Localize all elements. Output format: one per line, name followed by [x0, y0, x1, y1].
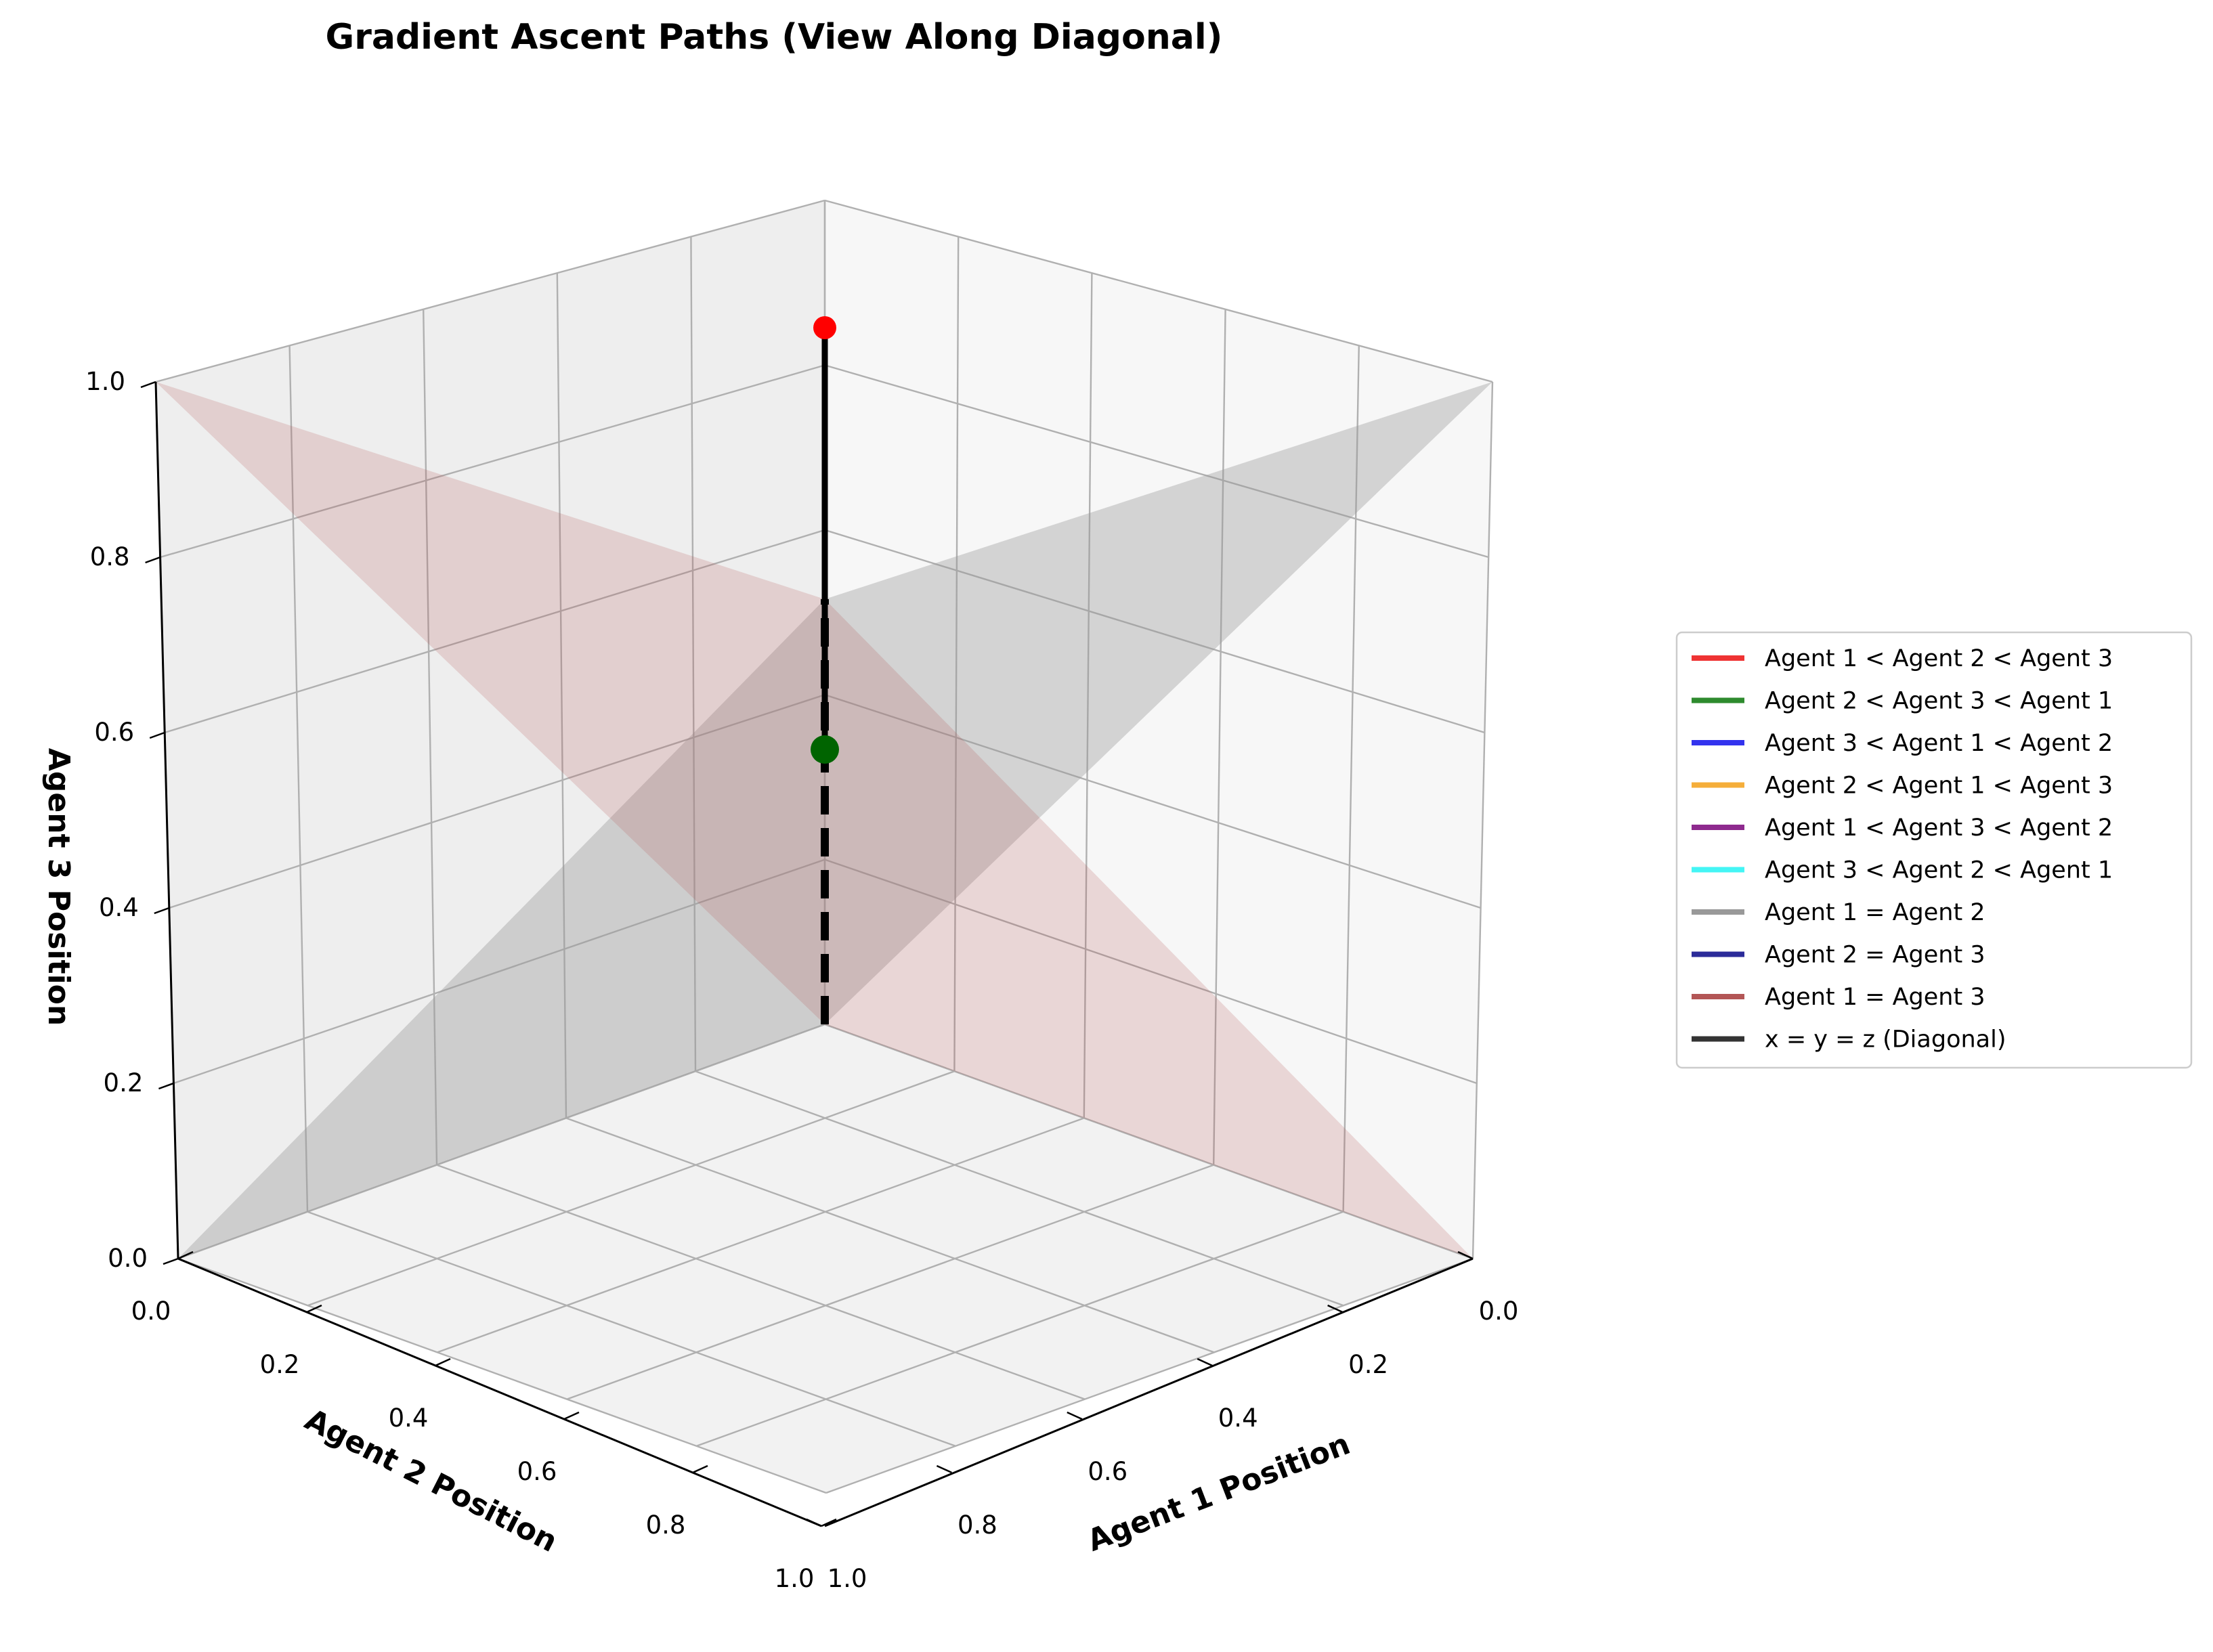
x-tick — [1197, 1357, 1213, 1367]
y-tick — [306, 1304, 322, 1313]
x-tick-label: 0.2 — [1348, 1350, 1388, 1379]
gridline — [824, 1023, 1474, 1260]
z-tick-label: 0.2 — [104, 1068, 144, 1097]
y-tick-label: 0.2 — [260, 1350, 300, 1379]
y-tick — [563, 1411, 580, 1420]
x-tick — [1067, 1411, 1083, 1420]
y-tick-label: 0.4 — [389, 1404, 429, 1433]
gridline — [160, 364, 825, 559]
surface-agent1-eq-agent2 — [178, 382, 1492, 1259]
z-tick — [158, 1082, 174, 1090]
y-tick — [692, 1464, 708, 1474]
gridline — [1083, 273, 1093, 1118]
z-tick — [163, 1257, 179, 1265]
legend-label: Agent 2 < Agent 3 < Agent 1 — [1765, 688, 2113, 715]
x-tick-label: 0.8 — [958, 1510, 997, 1540]
z-tick — [145, 556, 161, 564]
gridline — [696, 1211, 1344, 1447]
legend-label: Agent 2 < Agent 1 < Agent 3 — [1765, 773, 2113, 800]
gridline — [173, 858, 825, 1085]
x-tick — [1327, 1304, 1344, 1313]
y-tick — [177, 1251, 194, 1260]
legend: Agent 1 < Agent 2 < Agent 3 Agent 2 < Age… — [1675, 631, 2193, 1069]
gridline — [288, 345, 309, 1212]
z-tick — [140, 381, 156, 389]
surface-agent1-eq-agent3 — [156, 382, 1473, 1259]
gridline — [824, 694, 1481, 909]
y-tick — [821, 1518, 837, 1527]
x-tick-label: 1.0 — [828, 1564, 867, 1593]
surfaces — [156, 382, 1492, 1259]
pane-xz — [825, 200, 1492, 1259]
z-tick — [154, 907, 170, 915]
y-axis-line — [177, 1257, 822, 1527]
z-axis-line — [154, 381, 179, 1259]
gridline — [1213, 309, 1226, 1165]
pane-yz — [156, 200, 825, 1259]
z-tick-label: 0.0 — [108, 1244, 148, 1273]
legend-label: Agent 2 = Agent 3 — [1765, 942, 1985, 969]
y-tick-label: 0.0 — [131, 1297, 171, 1326]
gridline — [177, 1257, 827, 1494]
x-axis-label: Agent 1 Position — [1083, 1427, 1354, 1559]
gridline — [1471, 381, 1494, 1259]
gridline — [825, 1257, 1474, 1494]
gridline — [566, 1164, 1214, 1400]
z-tick-label: 0.6 — [94, 718, 134, 747]
chart-title: Gradient Ascent Paths (View Along Diagon… — [326, 17, 1223, 58]
x-axis-line — [824, 1257, 1474, 1527]
gridline — [177, 1023, 825, 1260]
gridline — [307, 1070, 955, 1307]
z-tick — [149, 731, 165, 739]
y-tick-label: 0.8 — [646, 1510, 686, 1540]
x-tick — [936, 1464, 952, 1474]
gridline — [824, 858, 1478, 1085]
gridline — [164, 529, 825, 734]
x-tick-label: 0.0 — [1479, 1297, 1519, 1326]
z-axis-label: Agent 3 Position — [41, 748, 76, 1026]
legend-label: Agent 1 = Agent 2 — [1765, 899, 1985, 926]
gridline — [556, 273, 567, 1118]
legend-label: Agent 3 < Agent 1 < Agent 2 — [1765, 730, 2113, 757]
x-tick — [806, 1518, 822, 1527]
legend-label: Agent 3 < Agent 2 < Agent 1 — [1765, 857, 2113, 884]
start-marker — [811, 735, 839, 764]
y-tick-label: 0.6 — [517, 1457, 557, 1486]
legend-label: Agent 1 < Agent 2 < Agent 3 — [1765, 645, 2113, 672]
legend-label: Agent 1 = Agent 3 — [1765, 984, 1985, 1011]
gridline — [436, 1164, 1086, 1400]
y-tick — [435, 1357, 451, 1367]
axis-lines — [154, 381, 1474, 1527]
gridline — [565, 1117, 1215, 1353]
z-tick-label: 0.8 — [90, 542, 130, 571]
gridline — [423, 309, 438, 1165]
x-tick-label: 0.4 — [1218, 1404, 1258, 1433]
gridline — [307, 1211, 956, 1447]
y-tick-label: 1.0 — [775, 1564, 815, 1593]
gridline — [690, 236, 697, 1072]
gridline — [1342, 345, 1360, 1212]
data-markers — [811, 316, 839, 764]
gridline — [824, 199, 1493, 383]
x-tick — [1457, 1251, 1474, 1260]
ticks: 0.0 0.0 0.0 0.2 0.2 0.2 0.4 0.4 0.4 0.6 0.6 0.6 0.8 0… — [85, 367, 1518, 1593]
legend-label: x = y = z (Diagonal) — [1765, 1026, 2006, 1053]
gridline — [155, 199, 825, 383]
gridline — [824, 364, 1489, 559]
z-tick-label: 1.0 — [85, 367, 125, 396]
gridline — [169, 694, 825, 909]
x-tick-label: 0.6 — [1088, 1457, 1127, 1486]
z-tick-label: 0.4 — [99, 893, 139, 922]
gridline — [437, 1117, 1085, 1353]
gridline — [695, 1070, 1344, 1307]
gridline — [824, 529, 1485, 734]
legend-label: Agent 1 < Agent 3 < Agent 2 — [1765, 814, 2113, 842]
legend-box — [1675, 631, 2193, 1069]
end-marker — [813, 316, 836, 339]
gridline — [953, 236, 960, 1072]
